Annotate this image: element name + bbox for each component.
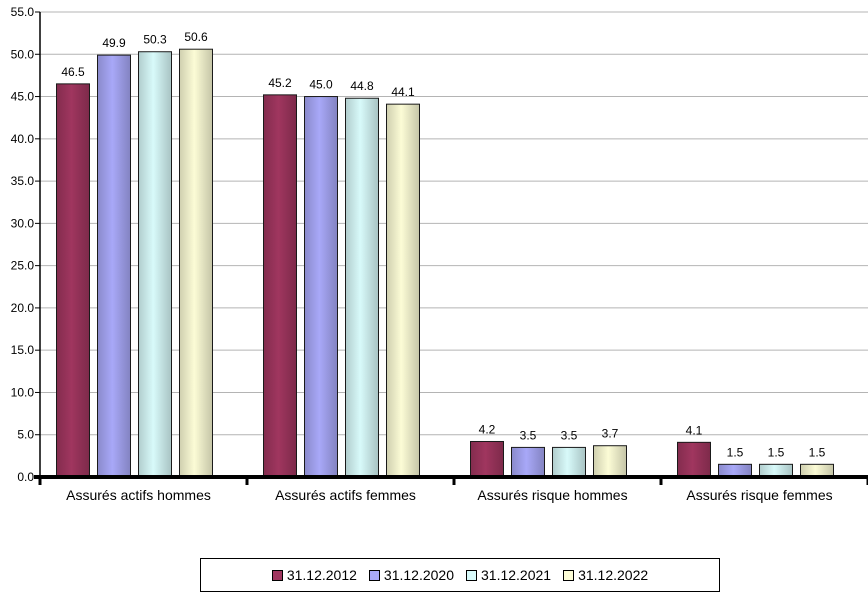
data-label: 46.5: [61, 65, 85, 79]
legend-label: 31.12.2020: [383, 567, 454, 583]
bar: [97, 54, 131, 478]
bar: [304, 96, 338, 478]
y-tick-label: 30.0: [11, 216, 35, 230]
y-tick-label: 10.0: [11, 385, 35, 399]
legend-swatch: [563, 569, 575, 581]
data-label: 4.1: [686, 423, 703, 437]
y-tick-label: 55.0: [11, 5, 35, 19]
legend-swatch: [271, 569, 283, 581]
bar: [179, 48, 213, 478]
data-label: 4.2: [479, 422, 496, 436]
legend-swatch: [466, 569, 477, 581]
data-label: 3.5: [561, 428, 578, 442]
bar: [593, 445, 627, 478]
legend-label: 31.12.2012: [286, 567, 357, 583]
y-tick-label: 20.0: [11, 301, 35, 315]
legend-item: 31.12.2022: [563, 567, 648, 583]
data-label: 50.3: [143, 33, 167, 47]
data-label: 49.9: [102, 36, 126, 50]
x-category-label: Assurés risque hommes: [477, 487, 627, 503]
data-label: 1.5: [768, 445, 785, 459]
y-tick-label: 0.0: [17, 470, 34, 484]
legend-item: 31.12.2021: [466, 567, 551, 583]
y-tick-label: 40.0: [11, 132, 35, 146]
data-label: 45.0: [309, 78, 333, 92]
data-label: 1.5: [809, 445, 826, 459]
data-label: 45.2: [268, 76, 292, 90]
bar: [677, 441, 711, 478]
bar: [386, 103, 420, 478]
y-tick-label: 5.0: [17, 428, 34, 442]
y-tick-label: 50.0: [11, 47, 35, 61]
bar: [552, 446, 586, 478]
y-tick-label: 15.0: [11, 343, 35, 357]
y-tick-label: 35.0: [11, 174, 35, 188]
bar: [511, 446, 545, 478]
legend-item: 31.12.2012: [271, 567, 357, 583]
legend-label: 31.12.2021: [481, 567, 552, 583]
bar: [345, 97, 379, 478]
y-tick-label: 25.0: [11, 259, 35, 273]
bar: [263, 94, 297, 478]
y-tick-label: 45.0: [11, 90, 35, 104]
data-label: 44.8: [350, 79, 374, 93]
legend-label: 31.12.2022: [578, 567, 649, 583]
bar: [138, 51, 172, 478]
bar: [470, 440, 504, 478]
data-label: 50.6: [184, 30, 208, 44]
x-category-label: Assurés risque femmes: [686, 487, 832, 503]
legend-item: 31.12.2020: [368, 567, 454, 583]
bar: [56, 83, 90, 478]
x-category-label: Assurés actifs femmes: [275, 487, 416, 503]
data-label: 1.5: [727, 445, 744, 459]
x-category-label: Assurés actifs hommes: [66, 487, 211, 503]
legend-swatch: [368, 569, 380, 581]
data-label: 3.7: [602, 427, 619, 441]
data-label: 3.5: [520, 428, 537, 442]
data-label: 44.1: [391, 85, 415, 99]
legend: 31.12.2012 31.12.2020 31.12.2021 31.12.2022: [200, 558, 720, 592]
